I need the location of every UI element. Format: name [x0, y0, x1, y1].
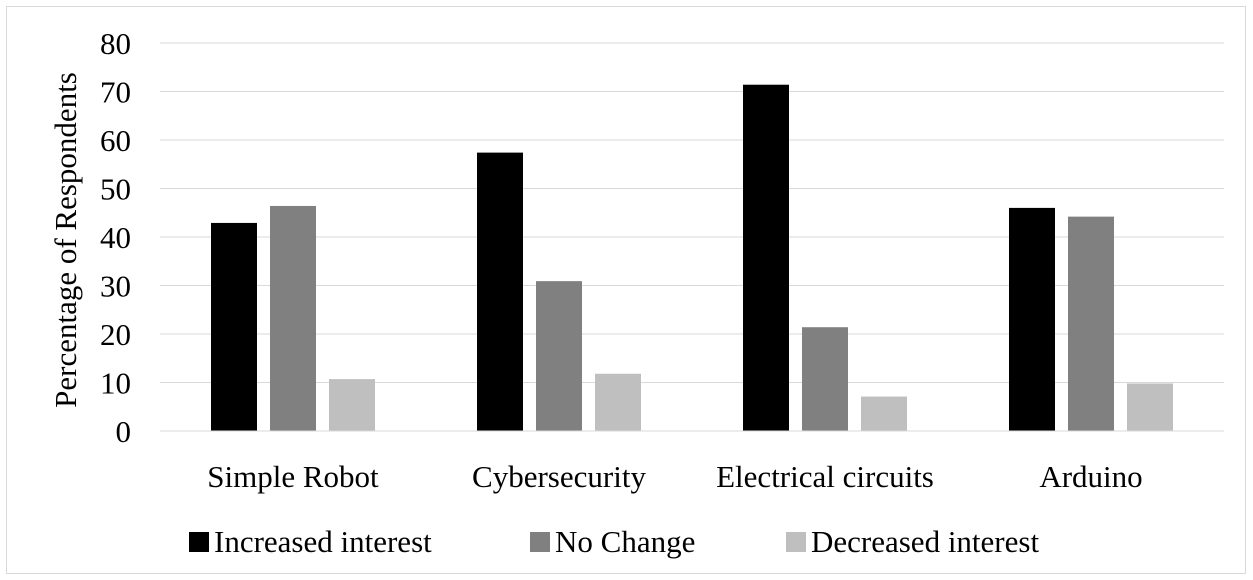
bar-decreased-interest-electrical-circuits	[861, 396, 907, 431]
bars	[211, 84, 1173, 432]
gridlines	[160, 42, 1224, 383]
bar-no-change-electrical-circuits	[802, 327, 848, 431]
y-tick-label: 40	[100, 220, 131, 255]
bar-increased-interest-cybersecurity	[477, 152, 523, 432]
bar-no-change-simple-robot	[270, 205, 316, 431]
bar-no-change-arduino	[1068, 216, 1114, 431]
x-tick-label: Arduino	[1039, 459, 1142, 494]
legend-label: No Change	[555, 524, 695, 559]
bar-no-change-cybersecurity	[536, 281, 582, 431]
y-tick-label: 20	[100, 317, 131, 352]
legend-swatch	[189, 532, 209, 552]
x-tick-label: Electrical circuits	[716, 459, 934, 494]
y-axis-label: Percentage of Respondents	[48, 72, 83, 408]
x-tick-label: Simple Robot	[207, 459, 379, 494]
bar-decreased-interest-arduino	[1127, 383, 1173, 431]
y-tick-label: 50	[100, 172, 131, 207]
x-axis-labels: Simple Robot Cybersecurity Electrical circ…	[207, 459, 1142, 494]
legend: Increased interest No Change Decreased int…	[189, 524, 1039, 559]
y-axis-ticks: 0 10 20 30 40 50 60 70 80	[100, 26, 131, 449]
legend-label: Increased interest	[214, 524, 432, 559]
y-tick-label: 70	[100, 75, 131, 110]
legend-swatch	[786, 532, 806, 552]
y-tick-label: 80	[100, 26, 131, 61]
y-tick-label: 0	[116, 414, 132, 449]
bar-decreased-interest-cybersecurity	[595, 373, 641, 431]
y-tick-label: 60	[100, 123, 131, 158]
bar-increased-interest-simple-robot	[211, 222, 257, 431]
bar-increased-interest-electrical-circuits	[743, 84, 789, 432]
legend-label: Decreased interest	[811, 524, 1039, 559]
y-tick-label: 10	[100, 366, 131, 401]
bar-increased-interest-arduino	[1009, 207, 1055, 431]
x-tick-label: Cybersecurity	[472, 459, 646, 494]
bar-decreased-interest-simple-robot	[329, 379, 375, 431]
legend-swatch	[530, 532, 550, 552]
y-tick-label: 30	[100, 269, 131, 304]
